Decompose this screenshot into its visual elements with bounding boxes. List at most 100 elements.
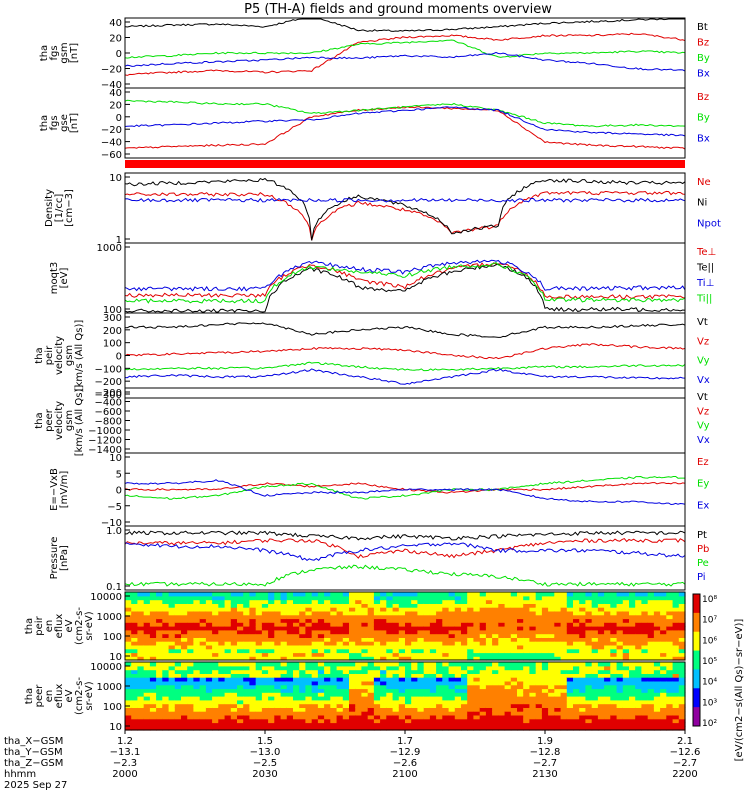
spec-cell — [199, 711, 207, 716]
spec-cell — [205, 599, 213, 604]
spec-cell — [199, 726, 207, 731]
spec-cell — [392, 626, 400, 631]
spec-cell — [317, 722, 325, 727]
spec-cell — [293, 652, 300, 657]
spec-cell — [573, 669, 580, 674]
spec-cell — [604, 711, 611, 716]
spec-cell — [629, 618, 636, 623]
xtick-label: 1.2 — [117, 736, 133, 747]
spec-cell — [380, 662, 387, 667]
spec-cell — [392, 707, 400, 712]
spec-cell — [274, 603, 282, 608]
spec-cell — [541, 726, 549, 731]
spec-cell — [622, 648, 630, 654]
spec-cell — [286, 641, 294, 646]
spec-cell — [156, 629, 163, 635]
spec-cell — [517, 665, 524, 671]
spec-cell — [560, 669, 568, 674]
spec-cell — [529, 680, 537, 686]
ylabel: [nT] — [69, 113, 80, 133]
spec-cell — [187, 656, 194, 661]
spec-cell — [355, 610, 362, 616]
spec-cell — [548, 707, 555, 712]
spec-cell — [573, 711, 580, 716]
ylabel: tha — [24, 618, 35, 634]
spec-cell — [429, 656, 437, 661]
ylabel: E=−VxB — [49, 468, 60, 511]
spec-cell — [417, 718, 425, 724]
ytick-label: −200 — [95, 377, 122, 388]
spec-cell — [255, 599, 263, 604]
spec-cell — [485, 603, 493, 608]
spec-cell — [423, 688, 431, 693]
spec-cell — [230, 692, 238, 697]
spec-cell — [199, 641, 207, 646]
xaxis-row-label: 2025 Sep 27 — [4, 780, 67, 791]
spec-cell — [218, 673, 226, 678]
panel-frame — [124, 591, 686, 661]
spec-cell — [181, 633, 188, 638]
spec-cell — [666, 607, 674, 612]
spec-cell — [392, 618, 400, 623]
spec-cell — [143, 637, 151, 642]
spec-cell — [635, 648, 642, 654]
spec-cell — [647, 669, 655, 674]
spec-cell — [566, 648, 574, 654]
spec-cell — [162, 714, 170, 720]
spec-cell — [492, 641, 499, 646]
spec-cell — [436, 637, 443, 642]
spec-cell — [473, 726, 481, 731]
spec-cell — [405, 699, 412, 705]
spec-cell — [498, 603, 506, 608]
spec-cell — [479, 614, 487, 620]
spec-cell — [174, 722, 182, 727]
spec-cell — [554, 614, 562, 620]
spec-cell — [311, 718, 319, 724]
spec-cell — [672, 641, 680, 646]
spec-cell — [373, 618, 381, 623]
spec-cell — [137, 707, 145, 712]
spec-cell — [125, 648, 132, 654]
spec-cell — [498, 688, 506, 693]
spec-cell — [286, 599, 294, 604]
spec-cell — [423, 722, 431, 727]
spec-cell — [274, 714, 282, 720]
spec-cell — [423, 618, 431, 623]
spec-cell — [181, 629, 188, 635]
spec-cell — [492, 592, 499, 597]
spec-cell — [243, 722, 250, 727]
spec-cell — [417, 648, 425, 654]
panel-frame — [124, 17, 686, 89]
spec-cell — [541, 618, 549, 623]
spec-cell — [641, 614, 649, 620]
spec-cell — [168, 714, 176, 720]
spec-cell — [504, 637, 512, 642]
spec-cell — [293, 699, 300, 705]
panel-peer_velocity: VtVzVyVx−200−400−600−800−1000−1200−1400t… — [34, 385, 710, 457]
spec-cell — [647, 726, 655, 731]
spec-cell — [305, 692, 313, 697]
spec-cell — [635, 607, 642, 612]
spec-cell — [660, 673, 667, 678]
spec-cell — [162, 707, 170, 712]
spec-cell — [268, 707, 275, 712]
spec-cell — [554, 603, 562, 608]
spec-cell — [405, 677, 412, 682]
spec-cell — [635, 652, 642, 657]
spec-cell — [504, 711, 512, 716]
spec-cell — [666, 696, 674, 701]
spec-cell — [330, 622, 338, 627]
spec-cell — [342, 644, 350, 650]
spec-cell — [616, 718, 624, 724]
spec-cell — [610, 703, 618, 708]
spec-cell — [523, 652, 530, 657]
spec-cell — [349, 592, 356, 597]
spec-cell — [230, 673, 238, 678]
spec-cell — [678, 711, 686, 716]
spec-cell — [268, 726, 275, 731]
spec-cell — [230, 618, 238, 623]
spec-cell — [417, 637, 425, 642]
spec-cell — [125, 614, 132, 620]
spec-cell — [442, 665, 450, 671]
spec-cell — [629, 696, 636, 701]
